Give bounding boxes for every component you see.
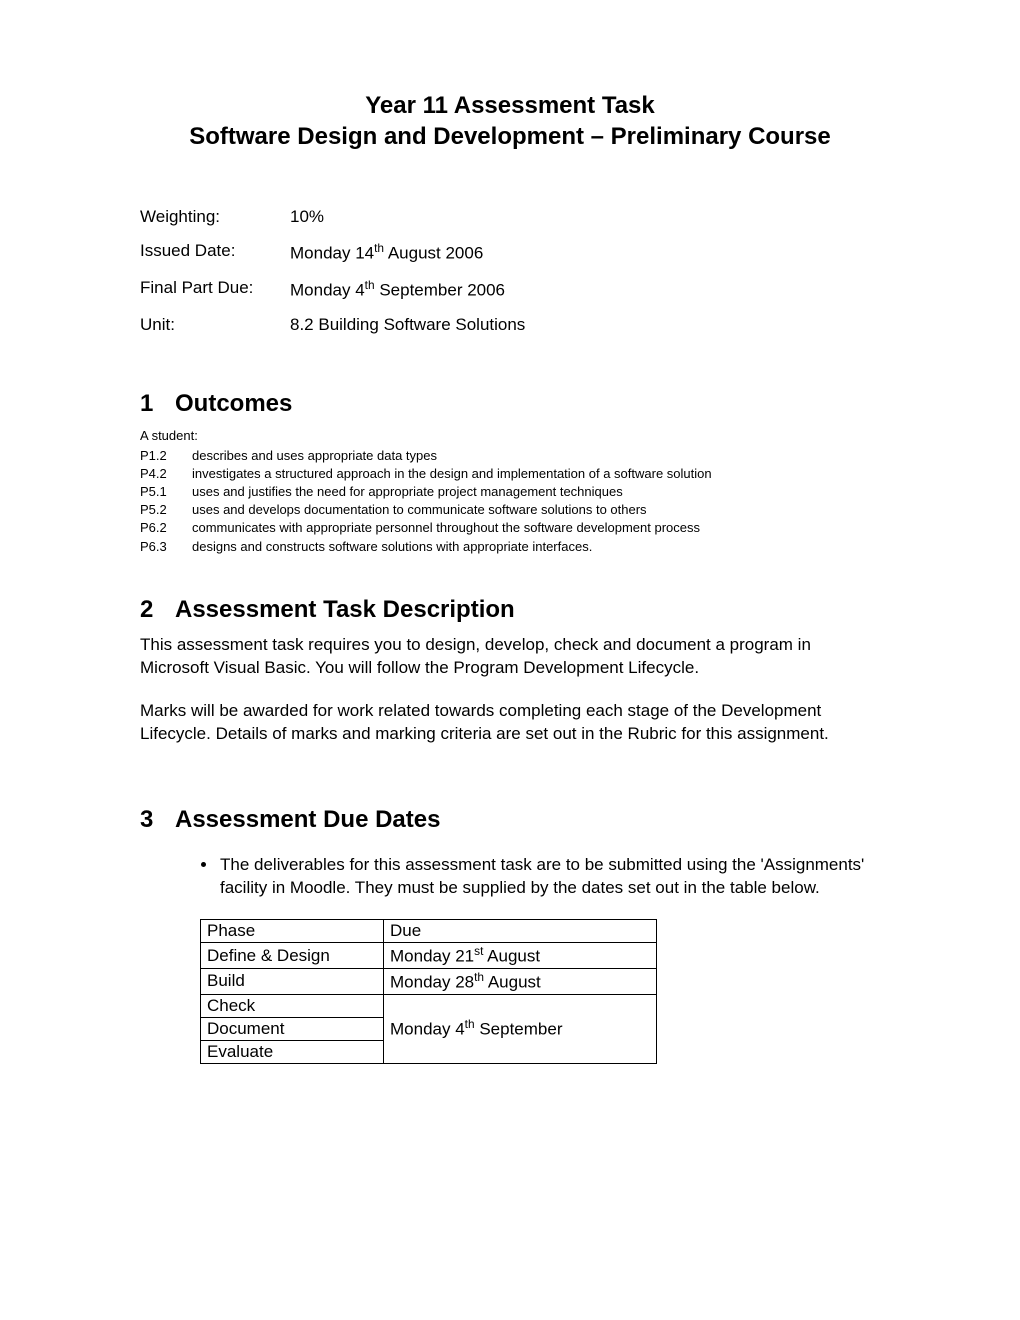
outcome-desc: uses and justifies the need for appropri… — [192, 483, 880, 501]
meta-label: Final Part Due: — [140, 278, 290, 301]
section-heading-due-dates: 3Assessment Due Dates — [140, 806, 880, 834]
ordinal-sup: th — [465, 1017, 475, 1031]
outcome-code: P6.3 — [140, 538, 192, 556]
meta-label: Weighting: — [140, 207, 290, 227]
date-text: Monday 14 — [290, 244, 374, 263]
date-text: August — [484, 973, 541, 992]
outcome-desc: designs and constructs software solution… — [192, 538, 880, 556]
outcome-desc: uses and develops documentation to commu… — [192, 501, 880, 519]
section-heading-description: 2Assessment Task Description — [140, 596, 880, 624]
ordinal-sup: th — [365, 278, 375, 292]
ordinal-sup: st — [474, 944, 483, 958]
table-cell-phase: Build — [201, 969, 384, 995]
table-header-phase: Phase — [201, 920, 384, 943]
date-text: Monday 28 — [390, 973, 474, 992]
date-text: Monday 21 — [390, 947, 474, 966]
title-line-1: Year 11 Assessment Task — [140, 90, 880, 121]
meta-row-issued: Issued Date: Monday 14th August 2006 — [140, 241, 880, 264]
outcome-row: P1.2describes and uses appropriate data … — [140, 447, 880, 465]
table-cell-due: Monday 21st August — [384, 943, 657, 969]
outcome-desc: describes and uses appropriate data type… — [192, 447, 880, 465]
outcome-code: P1.2 — [140, 447, 192, 465]
table-row: Check Monday 4th September — [201, 994, 657, 1017]
date-text: August — [483, 947, 540, 966]
outcome-code: P5.2 — [140, 501, 192, 519]
meta-label: Issued Date: — [140, 241, 290, 264]
outcome-desc: investigates a structured approach in th… — [192, 465, 880, 483]
table-row: Define & Design Monday 21st August — [201, 943, 657, 969]
table-cell-due-merged: Monday 4th September — [384, 994, 657, 1063]
table-cell-phase: Define & Design — [201, 943, 384, 969]
ordinal-sup: th — [374, 241, 384, 255]
outcome-code: P5.1 — [140, 483, 192, 501]
date-text: August 2006 — [384, 244, 483, 263]
table-header-due: Due — [384, 920, 657, 943]
student-line: A student: — [140, 428, 880, 443]
section-heading-outcomes: 1Outcomes — [140, 390, 880, 418]
meta-value: Monday 4th September 2006 — [290, 278, 880, 301]
due-dates-bullet: The deliverables for this assessment tas… — [218, 854, 880, 900]
meta-table: Weighting: 10% Issued Date: Monday 14th … — [140, 207, 880, 334]
date-text: Monday 4 — [390, 1020, 465, 1039]
section-title: Assessment Due Dates — [175, 806, 440, 833]
section-number: 1 — [140, 390, 175, 418]
date-text: September — [475, 1020, 563, 1039]
section-title: Assessment Task Description — [175, 596, 515, 623]
ordinal-sup: th — [474, 970, 484, 984]
outcome-code: P4.2 — [140, 465, 192, 483]
table-header-row: Phase Due — [201, 920, 657, 943]
outcome-row: P5.2uses and develops documentation to c… — [140, 501, 880, 519]
meta-row-unit: Unit: 8.2 Building Software Solutions — [140, 315, 880, 335]
outcome-desc: communicates with appropriate personnel … — [192, 519, 880, 537]
date-text: September 2006 — [375, 281, 505, 300]
outcome-row: P5.1uses and justifies the need for appr… — [140, 483, 880, 501]
meta-row-final: Final Part Due: Monday 4th September 200… — [140, 278, 880, 301]
outcome-row: P6.3designs and constructs software solu… — [140, 538, 880, 556]
section-number: 2 — [140, 596, 175, 624]
description-para-1: This assessment task requires you to des… — [140, 634, 880, 680]
table-row: Build Monday 28th August — [201, 969, 657, 995]
meta-value: Monday 14th August 2006 — [290, 241, 880, 264]
section-number: 3 — [140, 806, 175, 834]
outcome-row: P4.2investigates a structured approach i… — [140, 465, 880, 483]
meta-label: Unit: — [140, 315, 290, 335]
meta-row-weighting: Weighting: 10% — [140, 207, 880, 227]
table-cell-phase: Document — [201, 1017, 384, 1040]
section-title: Outcomes — [175, 390, 292, 417]
due-dates-table: Phase Due Define & Design Monday 21st Au… — [200, 919, 657, 1063]
description-para-2: Marks will be awarded for work related t… — [140, 700, 880, 746]
outcome-code: P6.2 — [140, 519, 192, 537]
due-dates-bullets: The deliverables for this assessment tas… — [140, 854, 880, 900]
document-page: Year 11 Assessment Task Software Design … — [0, 0, 1020, 1320]
title-block: Year 11 Assessment Task Software Design … — [140, 90, 880, 152]
meta-value: 8.2 Building Software Solutions — [290, 315, 880, 335]
table-cell-phase: Check — [201, 994, 384, 1017]
table-cell-due: Monday 28th August — [384, 969, 657, 995]
title-line-2: Software Design and Development – Prelim… — [140, 121, 880, 152]
outcome-row: P6.2communicates with appropriate person… — [140, 519, 880, 537]
date-text: Monday 4 — [290, 281, 365, 300]
meta-value: 10% — [290, 207, 880, 227]
outcomes-list: P1.2describes and uses appropriate data … — [140, 447, 880, 556]
table-cell-phase: Evaluate — [201, 1040, 384, 1063]
